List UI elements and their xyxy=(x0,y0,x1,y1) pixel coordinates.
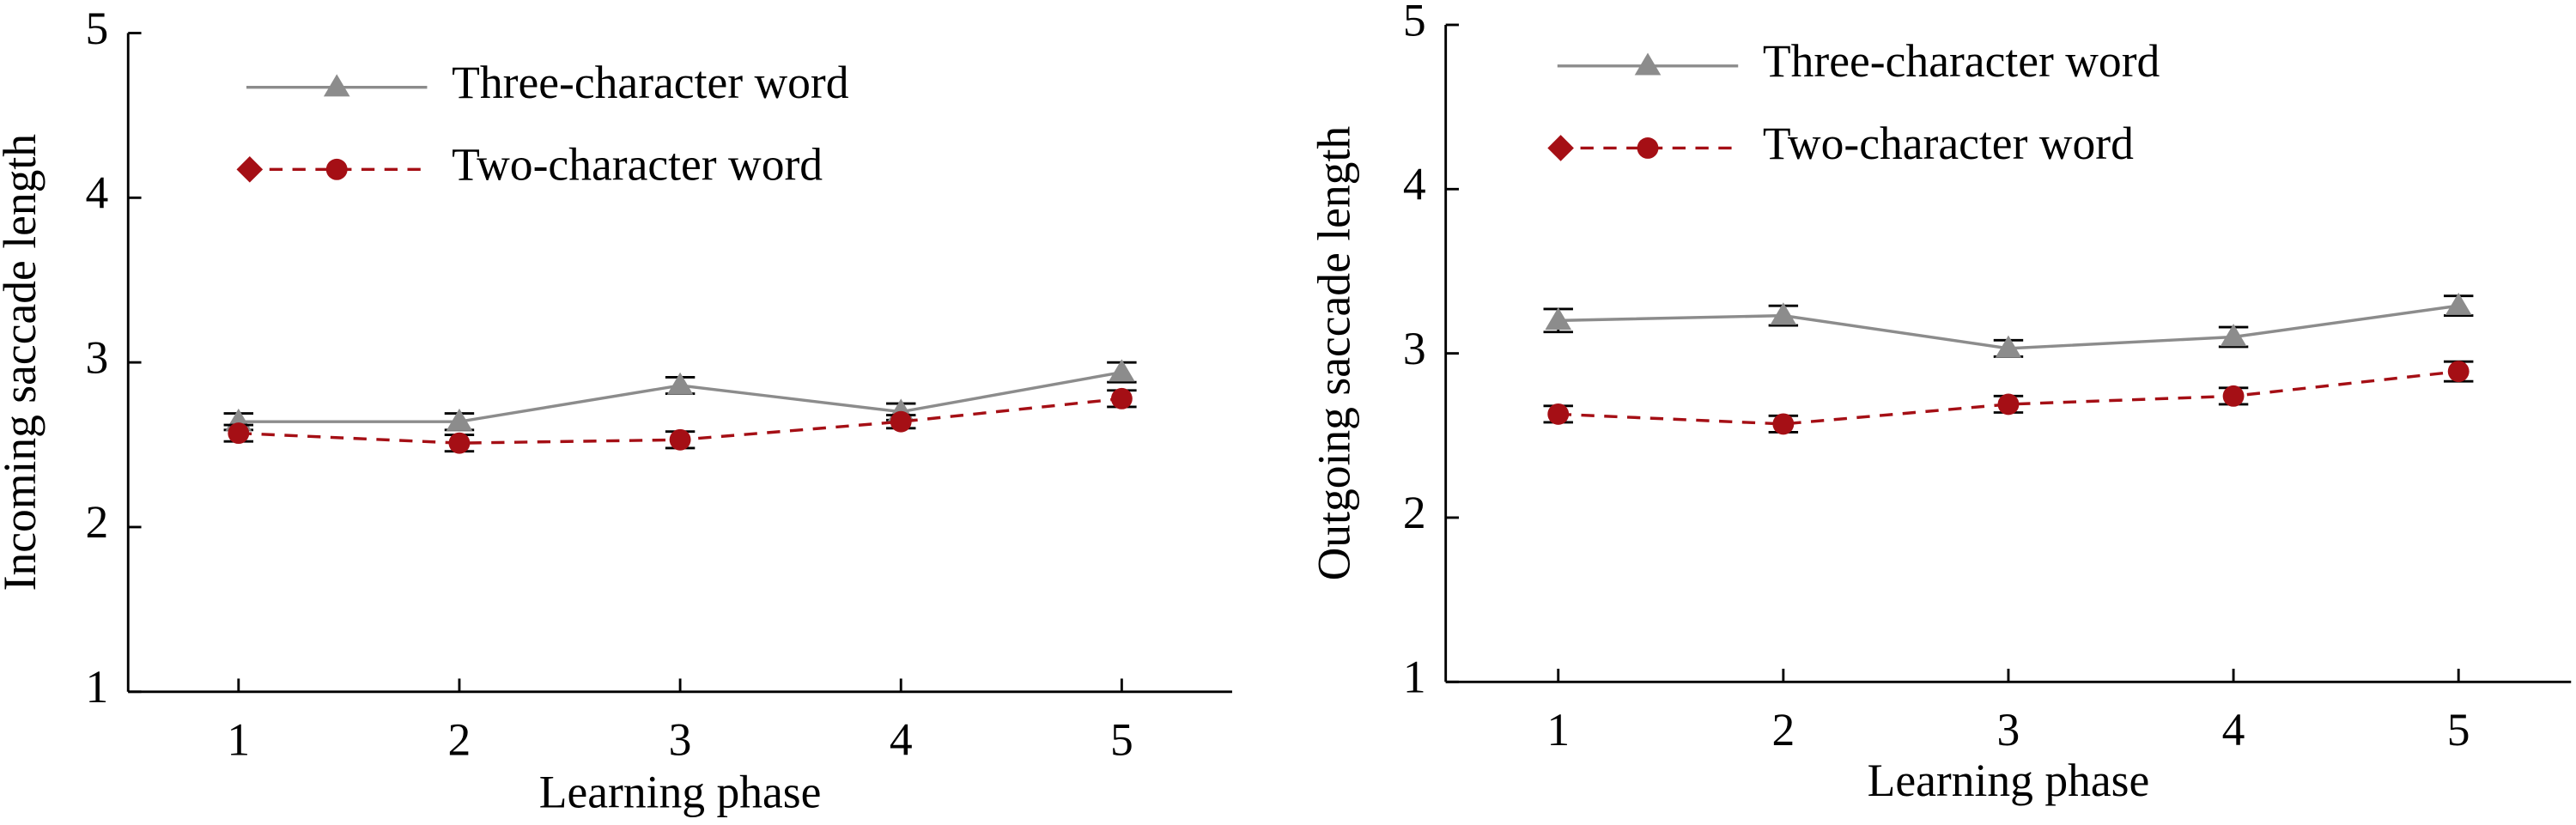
legend-label: Two-character word xyxy=(1763,118,2134,169)
marker xyxy=(446,408,473,431)
y-axis-label: Incoming saccade length xyxy=(0,134,46,591)
legend-marker xyxy=(323,74,350,97)
x-tick-label: 1 xyxy=(227,713,250,765)
x-axis-label: Learning phase xyxy=(539,767,822,818)
marker xyxy=(236,156,264,183)
marker xyxy=(1995,335,2022,358)
marker xyxy=(1547,403,1570,425)
marker xyxy=(325,158,348,180)
x-tick-label: 5 xyxy=(1110,713,1133,765)
x-tick-label: 4 xyxy=(2222,704,2245,755)
x-tick-label: 3 xyxy=(669,713,692,765)
marker xyxy=(1772,413,1795,435)
y-tick-label: 2 xyxy=(85,496,108,548)
marker xyxy=(666,372,694,395)
x-tick-label: 3 xyxy=(1997,704,2020,755)
legend-label: Three-character word xyxy=(1763,35,2160,87)
marker xyxy=(2222,385,2245,407)
y-axis-label: Outgoing saccade length xyxy=(1309,126,1360,581)
y-tick-label: 2 xyxy=(1403,487,1426,538)
marker xyxy=(890,410,912,433)
y-tick-label: 3 xyxy=(1403,323,1426,374)
marker xyxy=(1637,137,1659,159)
marker xyxy=(448,432,471,454)
marker xyxy=(1109,359,1135,382)
y-tick-label: 1 xyxy=(1403,652,1426,703)
y-tick-label: 5 xyxy=(85,3,108,54)
marker xyxy=(1997,393,2020,416)
y-tick-label: 4 xyxy=(1403,159,1426,210)
x-tick-label: 2 xyxy=(448,713,471,765)
marker xyxy=(1547,135,1574,161)
marker xyxy=(1770,302,1797,325)
marker xyxy=(2445,292,2472,315)
marker xyxy=(1545,307,1572,331)
y-tick-label: 5 xyxy=(1403,0,1426,45)
marker xyxy=(2447,361,2470,383)
marker xyxy=(1110,387,1133,409)
y-tick-label: 4 xyxy=(85,167,108,219)
x-tick-label: 1 xyxy=(1546,704,1570,755)
x-tick-label: 5 xyxy=(2447,704,2470,755)
legend-label: Two-character word xyxy=(452,139,823,191)
marker xyxy=(669,428,691,451)
y-tick-label: 3 xyxy=(85,331,108,383)
y-tick-label: 1 xyxy=(85,661,108,713)
x-tick-label: 4 xyxy=(890,713,913,765)
marker xyxy=(228,422,250,445)
x-axis-label: Learning phase xyxy=(1868,755,2150,806)
legend-label: Three-character word xyxy=(452,57,849,108)
x-tick-label: 2 xyxy=(1771,704,1795,755)
marker xyxy=(2220,324,2247,347)
legend-marker xyxy=(1634,52,1662,76)
data-line xyxy=(1558,369,2459,426)
